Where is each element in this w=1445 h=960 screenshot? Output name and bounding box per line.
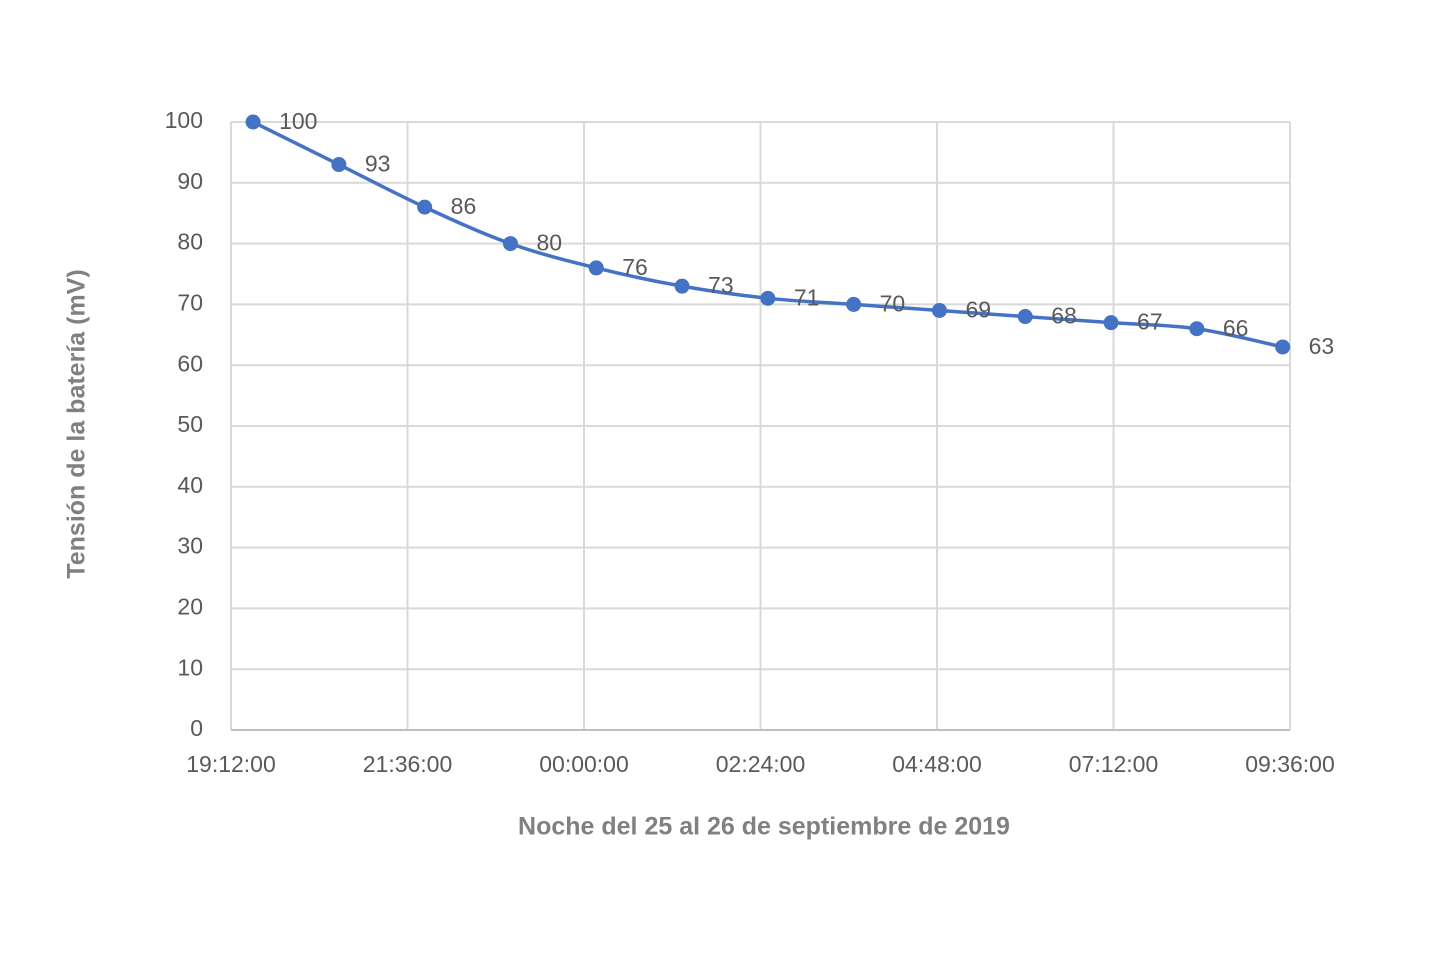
data-label: 70: [880, 290, 906, 316]
y-tick-label: 80: [177, 229, 203, 255]
y-tick-label: 0: [190, 715, 203, 741]
data-point: [931, 302, 947, 318]
data-point: [245, 114, 261, 130]
data-point: [502, 236, 518, 252]
x-tick-label: 07:12:00: [1069, 751, 1159, 777]
y-tick-label: 20: [177, 593, 203, 619]
data-label: 63: [1309, 333, 1335, 359]
data-point: [760, 290, 776, 306]
data-point: [1017, 309, 1033, 325]
data-label: 100: [279, 108, 317, 134]
y-tick-label: 60: [177, 350, 203, 376]
data-point: [1189, 321, 1205, 337]
data-point: [331, 157, 347, 173]
y-tick-label: 30: [177, 533, 203, 559]
data-label: 67: [1137, 309, 1163, 335]
data-label: 66: [1223, 315, 1249, 341]
data-label: 93: [365, 151, 391, 177]
data-point: [417, 199, 433, 215]
x-tick-label: 00:00:00: [539, 751, 629, 777]
y-tick-label: 40: [177, 472, 203, 498]
x-axis-title: Noche del 25 al 26 de septiembre de 2019: [518, 813, 1010, 841]
data-label: 71: [794, 284, 820, 310]
data-label: 69: [965, 297, 991, 323]
data-label: 73: [708, 272, 734, 298]
x-tick-label: 02:24:00: [716, 751, 806, 777]
x-tick-label: 21:36:00: [363, 751, 453, 777]
data-label: 68: [1051, 303, 1077, 329]
x-tick-label: 04:48:00: [892, 751, 982, 777]
data-label: 80: [536, 230, 562, 256]
x-tick-label: 19:12:00: [186, 751, 276, 777]
y-tick-label: 100: [165, 107, 203, 133]
data-point: [588, 260, 604, 276]
data-point: [1103, 315, 1119, 331]
y-tick-label: 50: [177, 411, 203, 437]
y-tick-label: 10: [177, 654, 203, 680]
data-label: 86: [451, 193, 477, 219]
y-axis-title: Tensión de la batería (mV): [63, 269, 91, 578]
y-tick-label: 70: [177, 289, 203, 315]
x-tick-label: 09:36:00: [1245, 751, 1335, 777]
data-point: [674, 278, 690, 294]
y-tick-label: 90: [177, 168, 203, 194]
data-label: 76: [622, 254, 648, 280]
data-point: [1275, 339, 1291, 355]
data-point: [846, 296, 862, 312]
